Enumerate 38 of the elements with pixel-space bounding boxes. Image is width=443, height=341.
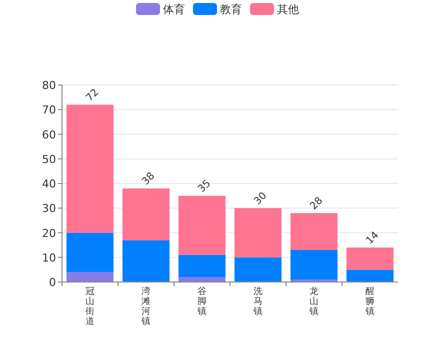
bar	[290, 213, 338, 250]
bar	[234, 208, 282, 258]
x-tick-label: 龙山镇	[308, 286, 318, 317]
bar	[122, 188, 170, 240]
total-label: 30	[252, 190, 270, 208]
x-tick-label: 湾滩河镇	[140, 286, 150, 327]
total-label: 72	[84, 87, 102, 104]
y-tick-label: 30	[42, 202, 56, 216]
x-tick-label: 谷脚镇	[196, 286, 206, 317]
total-label: 14	[364, 230, 382, 247]
legend-label: 体育	[163, 3, 185, 16]
x-tick-label: 醒狮镇	[364, 287, 374, 317]
bar	[178, 277, 226, 282]
bar	[66, 104, 114, 233]
bar	[290, 250, 338, 280]
bar	[346, 248, 394, 270]
y-tick-label: 20	[42, 226, 56, 240]
y-tick-label: 70	[42, 104, 56, 117]
legend-label: 其他	[277, 3, 299, 16]
bar	[122, 240, 170, 282]
y-tick-label: 60	[42, 128, 56, 142]
total-label: 28	[308, 195, 326, 212]
y-tick-label: 80	[42, 79, 56, 92]
bar	[178, 196, 226, 255]
total-label: 35	[196, 178, 214, 195]
total-label: 38	[140, 170, 158, 188]
bar	[66, 232, 114, 272]
legend-label: 教育	[220, 3, 242, 16]
x-tick-label: 冠山街道	[86, 287, 94, 327]
y-tick-label: 10	[42, 251, 56, 264]
bar	[346, 270, 394, 282]
bar	[178, 254, 226, 278]
y-tick-label: 50	[42, 152, 56, 166]
y-tick-label: 40	[42, 178, 56, 190]
y-tick-label: 0	[49, 276, 56, 289]
bar	[234, 257, 282, 282]
x-tick-label: 洗马镇	[252, 286, 262, 317]
bar	[66, 272, 114, 282]
